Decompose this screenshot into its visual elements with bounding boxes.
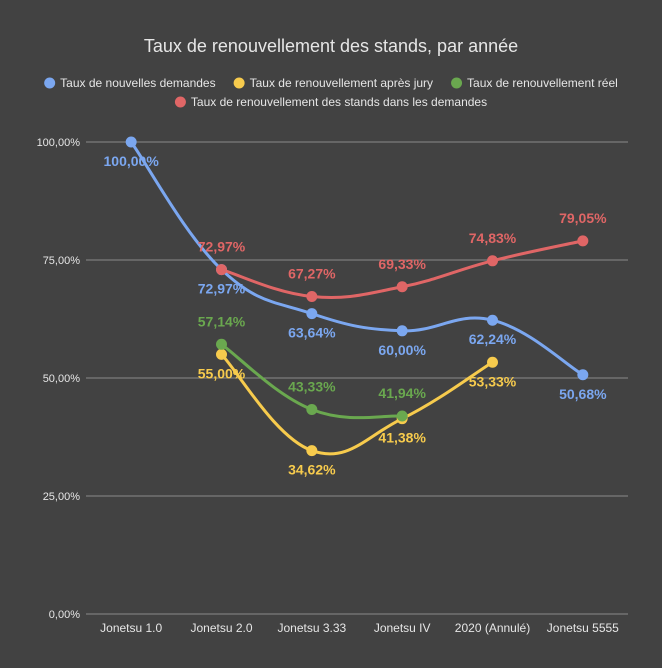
data-label: 79,05% xyxy=(559,210,607,226)
data-point xyxy=(125,136,137,148)
legend-item: Taux de nouvelles demandes xyxy=(44,76,216,90)
data-label: 62,24% xyxy=(469,331,517,347)
y-tick-label: 0,00% xyxy=(49,609,80,621)
data-labels: 100,00% 72,97% 63,64% 60,00% 62,24% 50,68% 55,… xyxy=(104,153,608,478)
series-line xyxy=(129,140,585,377)
y-tick-label: 50,00% xyxy=(43,373,81,385)
data-label: 41,38% xyxy=(378,430,426,446)
data-label: 50,68% xyxy=(559,386,607,402)
y-tick-label: 75,00% xyxy=(43,255,81,267)
legend-marker xyxy=(44,77,56,89)
data-label: 34,62% xyxy=(288,462,336,478)
data-label: 67,27% xyxy=(288,265,336,281)
x-tick-label: 2020 (Annulé) xyxy=(455,621,530,635)
data-label: 69,33% xyxy=(378,256,426,272)
data-label: 43,33% xyxy=(288,378,336,394)
data-point xyxy=(487,356,498,368)
y-tick-label: 100,00% xyxy=(37,137,81,149)
x-tick-label: Jonetsu IV xyxy=(374,621,431,635)
legend-marker xyxy=(174,96,186,108)
x-tick-label: Jonetsu 1.0 xyxy=(100,621,162,635)
data-label: 100,00% xyxy=(104,153,160,169)
y-axis: 0,00% 25,00% 50,00% 75,00% 100,00% xyxy=(37,137,81,621)
legend-label: Taux de renouvellement réel xyxy=(467,76,618,90)
data-point xyxy=(396,325,408,337)
series-line xyxy=(220,352,494,456)
legend-marker xyxy=(233,77,245,89)
x-tick-label: Jonetsu 2.0 xyxy=(190,621,252,635)
data-point xyxy=(487,255,498,267)
legend-item: Taux de renouvellement réel xyxy=(451,76,618,90)
data-label: 57,14% xyxy=(198,313,246,329)
data-point xyxy=(306,445,318,457)
chart-title: Taux de renouvellement des stands, par a… xyxy=(144,36,518,56)
y-tick-label: 25,00% xyxy=(43,491,81,503)
data-point xyxy=(487,314,498,326)
data-label: 74,83% xyxy=(469,230,517,246)
legend-label: Taux de renouvellement des stands dans l… xyxy=(191,95,487,109)
x-tick-label: Jonetsu 5555 xyxy=(547,621,619,635)
legend-marker xyxy=(451,77,463,89)
data-label: 41,94% xyxy=(378,385,426,401)
plot-area xyxy=(125,136,589,457)
data-label: 72,97% xyxy=(198,281,246,297)
legend-item: Taux de renouvellement après jury xyxy=(233,76,433,90)
data-point xyxy=(216,338,227,350)
legend-item: Taux de renouvellement des stands dans l… xyxy=(174,95,487,109)
legend: Taux de nouvelles demandes Taux de renouv… xyxy=(44,76,618,109)
data-label: 72,97% xyxy=(198,239,246,255)
data-label: 55,00% xyxy=(198,365,246,381)
legend-label: Taux de renouvellement après jury xyxy=(250,76,433,90)
data-point xyxy=(216,348,227,360)
data-point xyxy=(396,281,408,293)
data-label: 63,64% xyxy=(288,325,336,341)
data-point xyxy=(577,369,589,381)
data-point xyxy=(216,264,227,276)
grid-lines xyxy=(86,141,628,615)
data-point xyxy=(396,410,408,422)
x-tick-label: Jonetsu 3.33 xyxy=(277,621,346,635)
x-axis: Jonetsu 1.0 Jonetsu 2.0 Jonetsu 3.33 Jonets… xyxy=(100,621,619,635)
data-label: 53,33% xyxy=(469,373,517,389)
legend-label: Taux de nouvelles demandes xyxy=(60,76,215,90)
data-point xyxy=(306,308,318,320)
data-point xyxy=(577,235,589,247)
data-label: 60,00% xyxy=(378,342,426,358)
data-point xyxy=(306,403,318,415)
data-point xyxy=(306,290,318,302)
